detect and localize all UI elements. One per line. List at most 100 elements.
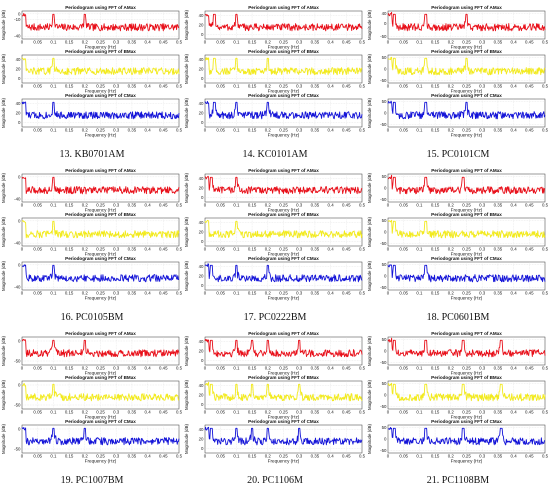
subplot-title: Periodogram using FFT of CMax: [65, 256, 136, 261]
y-axis-label: Magnitude (dB): [184, 97, 189, 128]
spectrum-line: [21, 427, 180, 446]
x-tick-label: 0.1: [233, 40, 240, 45]
y-tick-label: 20: [199, 437, 204, 442]
subplot: Periodogram using FFT of AMax 0 0.05 0.1 0.1…: [367, 5, 549, 50]
y-tick-label: 0: [384, 186, 387, 191]
x-tick-label: 0.15: [65, 454, 74, 459]
x-tick-label: 0.25: [96, 40, 105, 45]
y-tick-label: 20: [199, 186, 204, 191]
y-tick-label: 0: [384, 111, 387, 116]
y-axis-label: Magnitude (dB): [1, 335, 6, 366]
subplot-title: Periodogram using FFT of BMax: [248, 49, 319, 54]
x-tick-label: 0.45: [342, 84, 351, 89]
x-tick-label: 0.15: [248, 291, 257, 296]
x-tick-label: 0.1: [416, 291, 423, 296]
y-tick-label: -50: [380, 34, 387, 39]
subplot: Periodogram using FFT of AMax 0 0.05 0.1 0.1…: [1, 331, 183, 376]
x-tick-label: 0.1: [416, 203, 423, 208]
subplot: Periodogram using FFT of AMax 0 0.05 0.1 0.1…: [184, 5, 366, 50]
figure-panel: Periodogram using FFT of AMax 0 0.05 0.1 0.1…: [1, 331, 183, 486]
x-tick-label: 0.05: [399, 410, 408, 415]
y-axis-label: Magnitude (dB): [1, 260, 6, 291]
y-axis-label: Magnitude (dB): [184, 172, 189, 203]
x-tick-label: 0.05: [216, 410, 225, 415]
subplot: Periodogram using FFT of CMax 0 0.05 0.1 0.1…: [1, 93, 183, 138]
x-tick-label: 0.45: [525, 40, 534, 45]
x-tick-label: 0.05: [399, 203, 408, 208]
x-tick-label: 0.15: [431, 128, 440, 133]
x-tick-label: 0.15: [431, 366, 440, 371]
x-tick-label: 0.05: [33, 410, 42, 415]
y-axis-label: Magnitude (dB): [1, 379, 6, 410]
subplot-title: Periodogram using FFT of AMax: [65, 168, 136, 173]
x-axis-label: Frequency (Hz): [85, 415, 117, 420]
x-tick-label: 0.15: [65, 410, 74, 415]
x-tick-label: 0.45: [342, 40, 351, 45]
x-tick-label: 0.4: [328, 247, 335, 252]
spectrum-line: [204, 426, 363, 446]
y-tick-label: -50: [380, 404, 387, 409]
x-tick-label: 0: [204, 454, 207, 459]
x-tick-label: 0.25: [279, 410, 288, 415]
x-tick-label: 0.3: [296, 40, 303, 45]
x-tick-label: 0.45: [525, 203, 534, 208]
subplot: Periodogram using FFT of AMax 0 0.05 0.1 0.1…: [1, 168, 183, 213]
x-tick-label: 0.1: [233, 84, 240, 89]
y-tick-label: 0: [384, 67, 387, 72]
x-tick-label: 0.05: [399, 40, 408, 45]
subplot: Periodogram using FFT of BMax 0 0.05 0.1 0.1…: [184, 375, 366, 420]
y-tick-label: 50: [382, 174, 387, 179]
y-tick-label: 40: [199, 264, 204, 269]
y-tick-label: -50: [380, 360, 387, 365]
x-tick-label: 0.5: [359, 247, 366, 252]
x-tick-label: 0.1: [233, 410, 240, 415]
x-tick-label: 0.5: [176, 291, 183, 296]
x-tick-label: 0: [204, 291, 207, 296]
x-tick-label: 0.3: [296, 410, 303, 415]
y-tick-label: 0: [201, 120, 204, 125]
figure-panel: Periodogram using FFT of AMax 0 0.05 0.1 0.1…: [184, 331, 366, 486]
x-tick-label: 0: [387, 291, 390, 296]
figure-panel: Periodogram using FFT of AMax 0 0.05 0.1 0.1…: [367, 331, 549, 486]
x-tick-label: 0.2: [448, 410, 455, 415]
spectrum-line: [21, 338, 180, 358]
y-tick-label: -50: [380, 285, 387, 290]
x-tick-label: 0.25: [96, 291, 105, 296]
spectrum-line: [204, 381, 363, 402]
x-tick-label: 0.4: [511, 203, 518, 208]
spectrum-line: [387, 382, 546, 402]
x-tick-label: 0.05: [399, 454, 408, 459]
subplot: Periodogram using FFT of AMax 0 0.05 0.1 0.1…: [367, 331, 549, 376]
x-tick-label: 0.25: [96, 128, 105, 133]
x-tick-label: 0.3: [113, 366, 120, 371]
y-tick-label: 0: [18, 11, 21, 16]
subplot-title: Periodogram using FFT of AMax: [248, 168, 319, 173]
x-tick-label: 0.3: [479, 366, 486, 371]
x-tick-label: 0.05: [33, 84, 42, 89]
x-tick-label: 0.1: [50, 128, 57, 133]
y-tick-label: -50: [380, 122, 387, 127]
subplot: Periodogram using FFT of CMax 0 0.05 0.1 0.1…: [184, 256, 366, 301]
figure-caption: 15. PC0101CM: [427, 149, 490, 160]
x-tick-label: 0.1: [50, 40, 57, 45]
x-tick-label: 0.5: [176, 366, 183, 371]
x-axis-label: Frequency (Hz): [268, 296, 300, 301]
subplot: Periodogram using FFT of BMax 0 0.05 0.1 0.1…: [367, 375, 549, 420]
x-tick-label: 0.1: [416, 247, 423, 252]
x-tick-label: 0.2: [448, 454, 455, 459]
x-tick-label: 0.45: [159, 410, 168, 415]
x-tick-label: 0.1: [416, 410, 423, 415]
y-axis-label: Magnitude (dB): [184, 423, 189, 454]
y-axis-label: Magnitude (dB): [1, 97, 6, 128]
x-tick-label: 0.1: [416, 454, 423, 459]
x-tick-label: 0: [204, 203, 207, 208]
x-tick-label: 0.25: [462, 84, 471, 89]
y-axis-label: Magnitude (dB): [367, 216, 372, 247]
x-tick-label: 0.15: [65, 203, 74, 208]
x-tick-label: 0.4: [328, 203, 335, 208]
y-tick-label: 40: [199, 57, 204, 62]
plot-area: [21, 10, 180, 40]
x-tick-label: 0.2: [265, 410, 272, 415]
x-tick-label: 0.25: [96, 454, 105, 459]
x-tick-label: 0.05: [216, 454, 225, 459]
